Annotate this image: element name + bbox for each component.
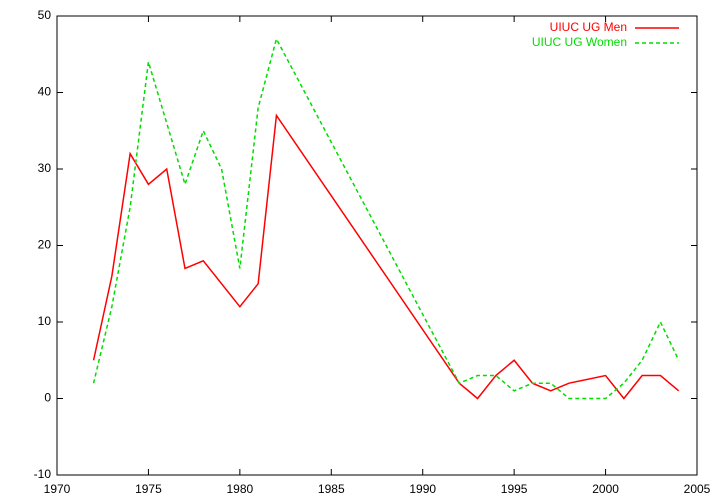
y-tick-label: -10 xyxy=(34,467,52,481)
x-tick-label: 1970 xyxy=(44,482,71,496)
x-tick-label: 2005 xyxy=(684,482,711,496)
x-tick-label: 1995 xyxy=(501,482,528,496)
y-tick-label: 20 xyxy=(38,238,52,252)
y-tick-label: 30 xyxy=(38,161,52,175)
legend-label: UIUC UG Men xyxy=(550,20,627,34)
x-tick-label: 1975 xyxy=(135,482,162,496)
series-line xyxy=(92,36,680,400)
x-tick-label: 1985 xyxy=(318,482,345,496)
series-line xyxy=(92,113,680,400)
y-tick-label: 40 xyxy=(38,85,52,99)
y-tick-label: 10 xyxy=(38,314,52,328)
legend-label: UIUC UG Women xyxy=(532,35,627,49)
y-tick-label: 0 xyxy=(44,391,51,405)
plot-frame xyxy=(56,15,698,476)
y-tick-label: 50 xyxy=(38,8,52,22)
x-tick-label: 1980 xyxy=(227,482,254,496)
x-tick-label: 2000 xyxy=(592,482,619,496)
x-tick-label: 1990 xyxy=(409,482,436,496)
